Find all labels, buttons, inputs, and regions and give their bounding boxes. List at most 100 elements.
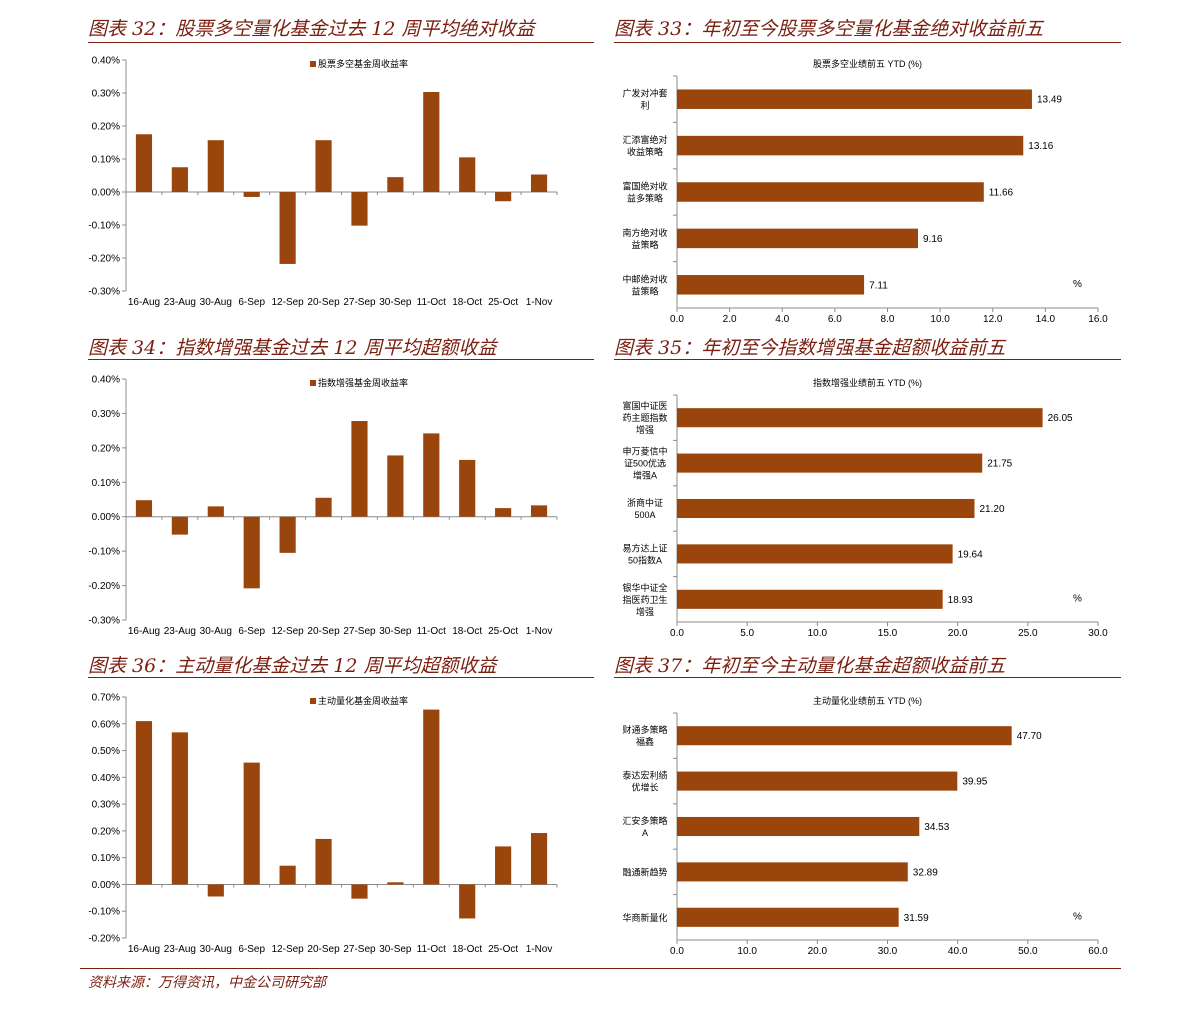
bar: [677, 182, 984, 202]
y-tick-label: 易方达上证: [622, 542, 667, 553]
x-tick-label: 27-Sep: [343, 297, 376, 308]
x-tick-label: 30.0: [878, 946, 898, 957]
y-tick-label: -0.20%: [88, 254, 120, 265]
chart-subtitle: 主动量化业绩前五 YTD (%): [813, 695, 922, 706]
bar: [677, 453, 983, 473]
y-tick-label: 广发对冲套: [622, 88, 667, 99]
title-rule: [88, 42, 594, 43]
bar: [387, 455, 404, 517]
x-tick-label: 12-Sep: [272, 297, 305, 308]
bar: [135, 721, 153, 885]
x-tick-label: 6-Sep: [238, 944, 265, 955]
x-tick-label: 16-Aug: [128, 944, 160, 955]
chart-title: 图表 33：年初至今股票多空量化基金绝对收益前五: [614, 18, 1044, 40]
data-label: 9.16: [923, 234, 943, 245]
y-tick-label: 0.40%: [92, 375, 120, 386]
bar: [677, 862, 908, 882]
data-label: 13.49: [1037, 95, 1062, 106]
bar: [135, 500, 153, 517]
chart-fig33: 股票多空业绩前五 YTD (%) 0.0 2.0 4.0 6.0 8.0 10.0 12.0 1…: [622, 58, 1108, 325]
x-tick-label: 15.0: [878, 628, 898, 639]
x-tick-label: 30-Aug: [200, 297, 232, 308]
bar: [207, 506, 224, 517]
x-tick-label: 20-Sep: [307, 626, 340, 637]
unit-label: %: [1073, 593, 1082, 604]
y-tick-label: 0.10%: [92, 155, 120, 166]
x-tick-label: 20.0: [948, 628, 968, 639]
bar: [495, 846, 512, 885]
x-tick-label: 16-Aug: [128, 626, 160, 637]
x-tick-label: 11-Oct: [417, 297, 446, 308]
y-tick-label: -0.20%: [88, 934, 120, 945]
y-tick-label: 银华中证全: [622, 582, 667, 593]
data-label: 31.59: [904, 913, 929, 924]
bar: [677, 544, 953, 564]
x-tick-label: 8.0: [881, 314, 895, 325]
legend-label: 主动量化基金周收益率: [318, 695, 408, 706]
title-rule: [614, 42, 1121, 43]
bar: [279, 192, 296, 264]
y-tick-label: 利: [640, 100, 649, 111]
data-label: 11.66: [989, 188, 1014, 199]
bar: [677, 589, 943, 609]
data-label: 39.95: [962, 777, 987, 788]
chart-title: 图表 35：年初至今指数增强基金超额收益前五: [614, 337, 1006, 359]
x-tick-label: 14.0: [1036, 314, 1056, 325]
bar: [530, 505, 548, 517]
bar: [677, 726, 1012, 746]
bar: [207, 884, 224, 897]
y-tick-label: 汇安多策略: [622, 815, 667, 826]
x-tick-label: 10.0: [930, 314, 950, 325]
bar: [677, 275, 865, 295]
bar: [351, 421, 368, 517]
unit-label: %: [1073, 911, 1082, 922]
x-tick-label: 25.0: [1018, 628, 1038, 639]
y-tick-label: 增强A: [633, 470, 657, 481]
bar: [459, 459, 476, 517]
data-label: 18.93: [948, 595, 973, 606]
y-tick-label: -0.10%: [88, 907, 120, 918]
x-tick-label: 0.0: [670, 314, 684, 325]
x-tick-label: 12.0: [983, 314, 1003, 325]
panel-fig37: 图表 37：年初至今主动量化基金超额收益前五 主动量化业绩前五 YTD (%) 0…: [614, 651, 1121, 961]
x-tick-label: 20.0: [808, 946, 828, 957]
data-label: 34.53: [924, 822, 949, 833]
bar: [351, 884, 368, 899]
y-tick-label: 0.50%: [92, 746, 120, 757]
x-tick-label: 0.0: [670, 946, 684, 957]
y-tick-label: 0.00%: [92, 880, 120, 891]
legend-swatch: [310, 61, 316, 67]
legend-swatch: [310, 380, 316, 386]
x-tick-label: 2.0: [723, 314, 737, 325]
bar: [387, 177, 404, 192]
x-tick-label: 23-Aug: [164, 626, 196, 637]
chart-subtitle: 股票多空业绩前五 YTD (%): [813, 58, 922, 69]
chart-title: 图表 36：主动量化基金过去 12 周平均超额收益: [88, 655, 497, 677]
bar: [677, 89, 1032, 109]
bar: [677, 228, 919, 249]
y-tick-label: 0.40%: [92, 773, 120, 784]
data-label: 21.75: [987, 459, 1012, 470]
x-tick-label: 5.0: [740, 628, 754, 639]
title-rule: [88, 359, 594, 360]
x-tick-label: 60.0: [1088, 946, 1108, 957]
chart-title: 图表 32：股票多空量化基金过去 12 周平均绝对收益: [88, 18, 535, 40]
y-tick-label: 中邮绝对收: [622, 273, 667, 284]
y-tick-label: 申万菱信中: [622, 446, 667, 457]
bar: [677, 816, 920, 837]
y-tick-label: 富国绝对收: [622, 181, 667, 192]
x-tick-label: 30-Sep: [379, 626, 412, 637]
y-tick-label: 0.20%: [92, 122, 120, 133]
bar: [495, 192, 512, 202]
x-tick-label: 25-Oct: [488, 297, 518, 308]
x-tick-label: 6.0: [828, 314, 842, 325]
bar: [171, 732, 188, 885]
x-tick-label: 4.0: [775, 314, 789, 325]
x-tick-label: 27-Sep: [343, 944, 376, 955]
x-tick-label: 30.0: [1088, 628, 1108, 639]
chart-title: 图表 37：年初至今主动量化基金超额收益前五: [614, 655, 1006, 677]
x-tick-label: 40.0: [948, 946, 968, 957]
y-tick-label: 指医药卫生: [622, 594, 667, 605]
bar: [495, 508, 512, 517]
bar: [171, 167, 188, 192]
